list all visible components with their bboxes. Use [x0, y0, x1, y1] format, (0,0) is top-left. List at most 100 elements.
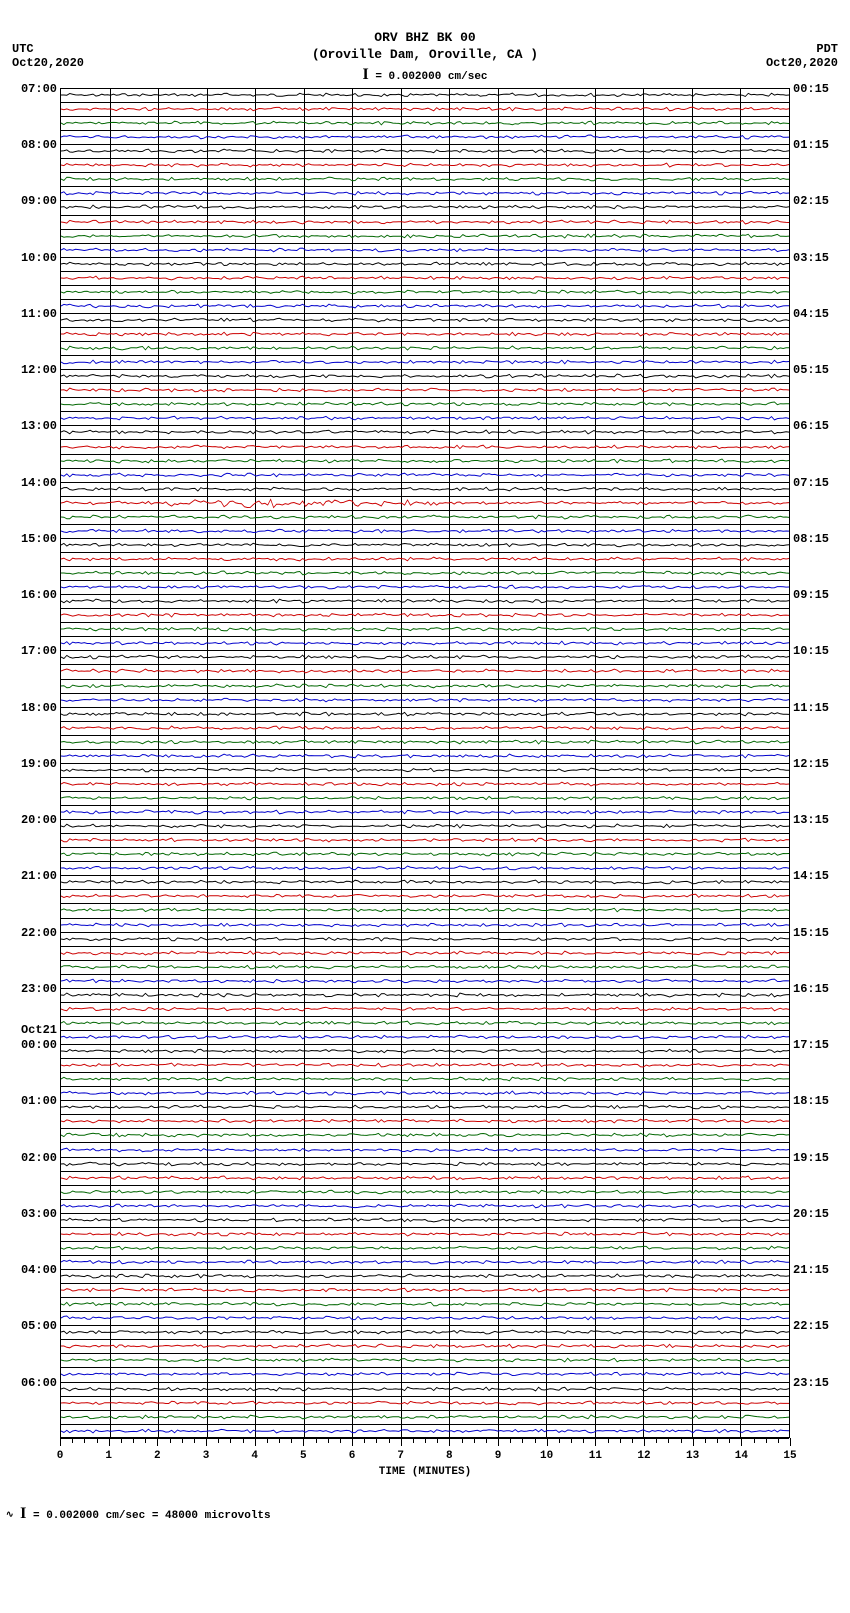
x-tick-minor [717, 1438, 718, 1443]
x-tick-label: 6 [349, 1450, 356, 1462]
x-tick-minor [705, 1438, 706, 1443]
x-tick-minor [133, 1438, 134, 1443]
trace-row [61, 1425, 789, 1439]
right-hour-label: 03:15 [793, 251, 829, 265]
x-tick-label: 8 [446, 1450, 453, 1462]
left-hour-label: 14:00 [21, 476, 57, 490]
x-tick-minor [328, 1438, 329, 1443]
left-hour-label: 08:00 [21, 138, 57, 152]
x-tick-minor [84, 1438, 85, 1443]
x-tick-minor [754, 1438, 755, 1443]
right-hour-label: 17:15 [793, 1038, 829, 1052]
right-hour-label: 08:15 [793, 532, 829, 546]
right-hour-label: 12:15 [793, 757, 829, 771]
footer-text: = 0.002000 cm/sec = 48000 microvolts [33, 1510, 271, 1522]
right-hour-label: 23:15 [793, 1376, 829, 1390]
left-hour-label: 15:00 [21, 532, 57, 546]
x-tick-minor [632, 1438, 633, 1443]
x-tick-minor [170, 1438, 171, 1443]
x-tick-label: 5 [300, 1450, 307, 1462]
x-tick-mark [741, 1438, 742, 1446]
x-tick-label: 7 [397, 1450, 404, 1462]
footer-arrow-icon: ∿ [6, 1510, 14, 1520]
tz-right-block: PDT Oct20,2020 [766, 42, 838, 70]
left-hour-label: 19:00 [21, 757, 57, 771]
footer-scale-icon: I [20, 1505, 26, 1522]
x-tick-minor [182, 1438, 183, 1443]
left-hour-label: 02:00 [21, 1151, 57, 1165]
x-tick-label: 11 [589, 1450, 602, 1462]
tz-right-label: PDT [766, 42, 838, 56]
right-hour-label: 00:15 [793, 82, 829, 96]
x-tick-minor [291, 1438, 292, 1443]
x-tick-minor [510, 1438, 511, 1443]
x-tick-minor [425, 1438, 426, 1443]
x-tick-minor [243, 1438, 244, 1443]
x-tick-minor [413, 1438, 414, 1443]
x-tick-minor [340, 1438, 341, 1443]
x-tick-minor [376, 1438, 377, 1443]
x-tick-minor [668, 1438, 669, 1443]
left-hour-label: 09:00 [21, 194, 57, 208]
x-tick-minor [267, 1438, 268, 1443]
x-tick-mark [401, 1438, 402, 1446]
right-hour-label: 15:15 [793, 926, 829, 940]
x-tick-minor [145, 1438, 146, 1443]
x-tick-minor [486, 1438, 487, 1443]
x-tick-minor [559, 1438, 560, 1443]
x-tick-minor [97, 1438, 98, 1443]
x-tick-minor [729, 1438, 730, 1443]
right-hour-label: 01:15 [793, 138, 829, 152]
x-tick-mark [352, 1438, 353, 1446]
x-tick-minor [218, 1438, 219, 1443]
x-tick-minor [766, 1438, 767, 1443]
x-tick-minor [72, 1438, 73, 1443]
right-hour-label: 09:15 [793, 588, 829, 602]
left-hour-label: 13:00 [21, 419, 57, 433]
left-hour-label: 20:00 [21, 813, 57, 827]
right-hour-label: 22:15 [793, 1319, 829, 1333]
x-tick-minor [462, 1438, 463, 1443]
left-hour-label: 06:00 [21, 1376, 57, 1390]
x-tick-label: 14 [735, 1450, 748, 1462]
x-tick-minor [522, 1438, 523, 1443]
x-tick-mark [60, 1438, 61, 1446]
left-hour-label: 04:00 [21, 1263, 57, 1277]
x-axis-label: TIME (MINUTES) [379, 1466, 471, 1478]
x-tick-minor [279, 1438, 280, 1443]
scale-indicator: I = 0.002000 cm/sec [0, 66, 850, 84]
x-tick-mark [303, 1438, 304, 1446]
right-hour-label: 13:15 [793, 813, 829, 827]
right-hour-label: 07:15 [793, 476, 829, 490]
left-hour-label: 12:00 [21, 363, 57, 377]
right-hour-label: 11:15 [793, 701, 829, 715]
x-tick-mark [157, 1438, 158, 1446]
x-tick-minor [583, 1438, 584, 1443]
x-tick-minor [474, 1438, 475, 1443]
right-hour-label: 21:15 [793, 1263, 829, 1277]
x-tick-mark [255, 1438, 256, 1446]
left-hour-label: 16:00 [21, 588, 57, 602]
x-tick-minor [620, 1438, 621, 1443]
station-title: ORV BHZ BK 00 [0, 30, 850, 45]
x-tick-minor [316, 1438, 317, 1443]
right-hour-label: 14:15 [793, 869, 829, 883]
x-tick-mark [644, 1438, 645, 1446]
x-tick-minor [778, 1438, 779, 1443]
x-tick-mark [449, 1438, 450, 1446]
left-hour-extra: Oct21 [21, 1023, 57, 1037]
x-tick-label: 2 [154, 1450, 161, 1462]
x-tick-mark [693, 1438, 694, 1446]
x-tick-mark [206, 1438, 207, 1446]
x-tick-label: 3 [203, 1450, 210, 1462]
left-hour-label: 17:00 [21, 644, 57, 658]
left-hour-label: 00:00 [21, 1038, 57, 1052]
footer-scale: ∿ I = 0.002000 cm/sec = 48000 microvolts [6, 1505, 271, 1523]
x-tick-label: 4 [251, 1450, 258, 1462]
x-tick-minor [608, 1438, 609, 1443]
tz-left-date: Oct20,2020 [12, 56, 84, 70]
x-tick-label: 13 [686, 1450, 699, 1462]
left-hour-label: 11:00 [21, 307, 57, 321]
x-tick-label: 15 [783, 1450, 796, 1462]
right-hour-label: 16:15 [793, 982, 829, 996]
